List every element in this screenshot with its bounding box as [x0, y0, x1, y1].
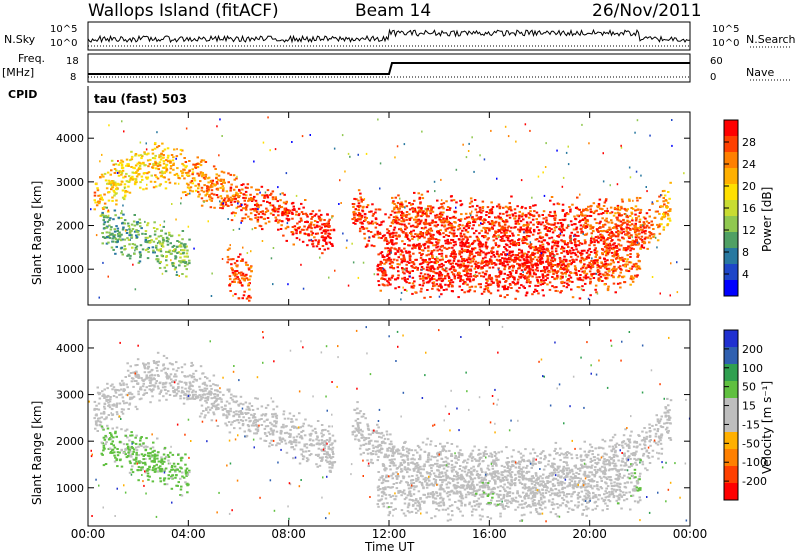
y-tick-label: 4000 — [56, 342, 84, 355]
x-tick-label: 12:00 — [372, 527, 407, 541]
nsky-label: N.Sky — [4, 33, 36, 46]
colorbar-segment — [724, 216, 738, 233]
colorbar-segment — [724, 120, 738, 137]
colorbar-tick-label: 8 — [742, 246, 749, 259]
nsky-tick-top: 10^5 — [50, 24, 78, 35]
y-tick-label: 3000 — [56, 176, 84, 189]
colorbar-segment — [724, 232, 738, 249]
x-tick-label: 20:00 — [572, 527, 607, 541]
x-tick-label: 04:00 — [171, 527, 206, 541]
x-tick-label: 08:00 — [271, 527, 306, 541]
nsky-strip-frame — [87, 21, 691, 51]
colorbar-tick-label: 50 — [742, 381, 756, 394]
colorbar-segment — [724, 398, 738, 416]
colorbar-segment — [724, 432, 738, 450]
scatter-band-4 — [376, 242, 642, 300]
colorbar-tick-label: -15 — [742, 418, 760, 431]
colorbar-segment — [724, 381, 738, 399]
scatter-band-1 — [100, 425, 191, 497]
colorbar-segment — [724, 347, 738, 365]
colorbar-tick-label: -200 — [742, 475, 767, 488]
colorbar-tick-label: 20 — [742, 180, 756, 193]
x-axis-label: Time UT — [365, 540, 415, 554]
freq-trace — [88, 62, 690, 75]
y-tick-label: 3000 — [56, 389, 84, 402]
power-colorbar: 28 24 20 16 12 8 4 — [723, 119, 756, 297]
colorbar-segment — [724, 136, 738, 153]
colorbar-segment — [724, 449, 738, 467]
colorbar-segment — [724, 330, 738, 348]
colorbar-tick-label: -100 — [742, 456, 767, 469]
beam-title: Beam 14 — [355, 1, 432, 21]
y-tick-label: 4000 — [56, 132, 84, 145]
nave-label: Nave — [746, 66, 775, 79]
freq-label: Freq. — [18, 52, 46, 65]
colorbar-segment — [724, 248, 738, 265]
colorbar-frame — [723, 329, 739, 501]
colorbar-segment — [724, 415, 738, 433]
colorbar-tick-label: 200 — [742, 343, 763, 356]
colorbar-tick-label: 16 — [742, 202, 756, 215]
scatter-noise — [90, 116, 685, 301]
colorbar-tick-label: 15 — [742, 400, 756, 413]
colorbar-segment — [724, 184, 738, 201]
scatter-band-3 — [351, 181, 672, 280]
freq-unit: [MHz] — [2, 66, 35, 79]
cpid-value: tau (fast) 503 — [94, 92, 187, 106]
colorbar-tick-label: 4 — [742, 268, 749, 281]
freq-tick-top: 18 — [66, 56, 79, 67]
date-title: 26/Nov/2011 — [592, 1, 702, 21]
scatter-band-0 — [93, 351, 337, 473]
colorbar-tick-label: 24 — [742, 158, 756, 171]
station-title: Wallops Island (fitACF) — [88, 1, 279, 21]
colorbar-tick-label: 12 — [742, 224, 756, 237]
scatter-band-0 — [93, 142, 336, 255]
colorbar-segment — [724, 200, 738, 217]
colorbar-segment — [724, 280, 738, 297]
nave-tick-top: 60 — [710, 56, 723, 67]
power-panel: 4000 3000 2000 1000 — [56, 111, 691, 306]
colorbar-tick-label: -50 — [742, 437, 760, 450]
scatter-band-2 — [226, 247, 253, 302]
colorbar-segment — [724, 168, 738, 185]
colorbar-segment — [724, 466, 738, 484]
y-tick-label: 2000 — [56, 435, 84, 448]
x-tick-label: 00:00 — [71, 527, 106, 541]
scatter-band-2 — [351, 397, 673, 498]
colorbar-segment — [724, 264, 738, 281]
nsearch-label: N.Search — [746, 33, 796, 46]
colorbar-segment — [724, 152, 738, 169]
velocity-colorbar: 200 100 50 15 -15 -50 -100 -200 — [723, 329, 767, 501]
scatter-band-5 — [389, 190, 643, 247]
colorbar-segment — [724, 364, 738, 382]
y-tick-label: 1000 — [56, 263, 84, 276]
colorbar-segment — [724, 483, 738, 501]
nsky-tick-bottom: 10^0 — [50, 38, 78, 49]
cpid-label: CPID — [8, 88, 38, 101]
velocity-panel: 4000 3000 2000 1000 — [56, 319, 691, 527]
colorbar-tick-label: 28 — [742, 136, 756, 149]
nave-tick-bottom: 0 — [710, 72, 717, 83]
freq-tick-bottom: 8 — [70, 72, 77, 83]
nsearch-tick-bottom: 10^0 — [712, 38, 740, 49]
y-tick-label: 1000 — [56, 482, 84, 495]
colorbar-tick-label: 100 — [742, 362, 763, 375]
scatter-band-1 — [100, 206, 191, 278]
x-tick-label: 00:00 — [673, 527, 708, 541]
y-tick-label: 2000 — [56, 220, 84, 233]
nsearch-tick-top: 10^5 — [712, 24, 740, 35]
scatter-band-3 — [376, 459, 642, 522]
scatter-noise — [88, 325, 691, 523]
freq-strip-frame — [87, 53, 691, 83]
x-tick-label: 16:00 — [472, 527, 507, 541]
nsky-trace — [87, 28, 690, 46]
